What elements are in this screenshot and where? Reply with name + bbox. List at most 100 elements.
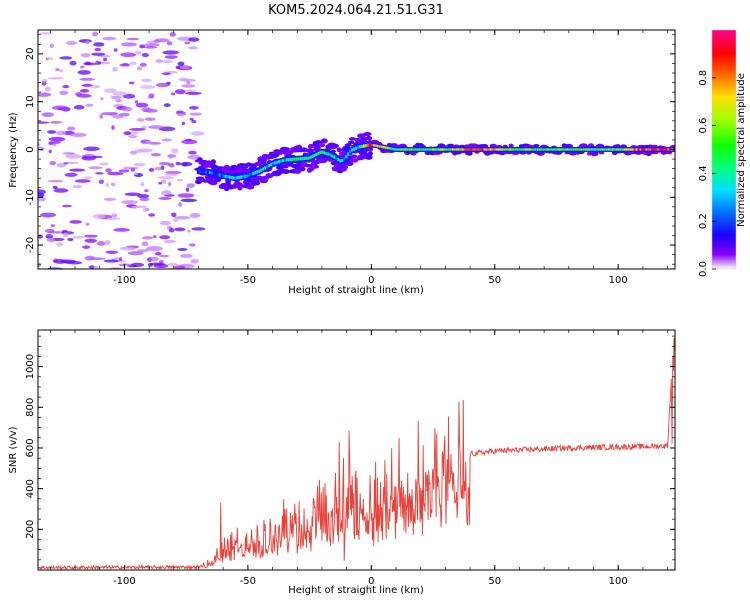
noise-blob (188, 150, 197, 155)
ridge-core (528, 148, 533, 151)
ridge-core (560, 148, 564, 151)
noise-blob (38, 193, 45, 198)
noise-blob (189, 117, 194, 121)
ridge-core (244, 174, 248, 178)
noise-blob (164, 55, 178, 59)
ridge-core (435, 148, 440, 151)
noise-blob (141, 78, 152, 82)
noise-blob (118, 169, 130, 173)
ridge-core (386, 146, 390, 150)
y-tick-label: 800 (25, 398, 36, 417)
ridge-core (505, 148, 509, 151)
x-tick-label: 50 (488, 275, 501, 286)
ridge-halo (533, 143, 540, 148)
ridge-halo (210, 159, 216, 165)
ridge-core (665, 148, 669, 151)
bottom-panel: -100 -50 0 50 100 200 400 600 800 1000 Height of… (8, 329, 676, 596)
ridge-core (301, 157, 305, 161)
ridge-core (408, 148, 412, 151)
ridge-core (609, 148, 613, 151)
colorbar-ticks: 0.0 0.2 0.4 0.6 0.8 (698, 70, 716, 277)
noise-blob (191, 227, 206, 231)
ridge-halo (348, 137, 357, 141)
ridge-core (576, 148, 580, 151)
noise-blob (77, 70, 91, 75)
noise-blob (135, 50, 142, 55)
noise-blob (38, 143, 41, 146)
noise-blob (82, 62, 97, 66)
ridge-core (617, 148, 621, 151)
noise-blob (69, 60, 77, 66)
noise-blob (38, 121, 50, 124)
noise-blob (113, 48, 118, 52)
top-x-axis-label: Height of straight line (km) (288, 285, 424, 296)
ridge-core (345, 155, 349, 159)
noise-blob (69, 220, 82, 224)
ridge-halo (347, 140, 355, 145)
noise-blob (189, 112, 202, 116)
noise-blob (57, 107, 63, 111)
top-y-axis-label: Frequency (Hz) (8, 112, 19, 188)
ridge-core (451, 148, 455, 151)
colorbar-tick-label: 0.4 (698, 165, 709, 181)
noise-blob (129, 150, 138, 155)
ridge-core (516, 148, 521, 151)
ridge-halo (342, 145, 351, 150)
ridge-halo (363, 131, 372, 137)
ridge-core (483, 148, 487, 151)
noise-blob (176, 112, 184, 117)
ridge-core (511, 148, 515, 151)
ridge-halo (351, 154, 357, 159)
ridge-halo (209, 181, 218, 186)
ridge-core (202, 170, 207, 174)
ridge-core (461, 148, 465, 151)
ridge-core (274, 161, 278, 165)
noise-blob (94, 172, 104, 175)
colorbar-tick-label: 0.8 (698, 70, 709, 86)
y-tick-label: 0 (25, 146, 36, 152)
ridge-halo (197, 157, 203, 161)
ridge-core (491, 148, 495, 151)
x-tick-label: 100 (609, 576, 628, 587)
ridge-core (372, 144, 376, 147)
x-tick-label: -100 (113, 275, 136, 286)
ridge-core (514, 148, 519, 151)
noise-blob (186, 80, 191, 85)
noise-blobs (38, 31, 206, 269)
noise-blob (48, 141, 54, 145)
ridge-core (319, 150, 323, 154)
noise-blob (159, 220, 171, 226)
ridge-core (220, 173, 224, 178)
noise-blob (84, 238, 98, 243)
ridge-core (295, 157, 299, 161)
ridge-core (254, 171, 258, 175)
noise-blob (167, 163, 174, 167)
ridge-core (200, 169, 205, 174)
ridge-core (552, 148, 556, 151)
ridge-halo (466, 150, 473, 156)
noise-blob (99, 114, 104, 119)
ridge-core (633, 148, 637, 151)
y-tick-label: 20 (25, 48, 36, 61)
noise-blob (107, 217, 121, 220)
noise-blob (130, 167, 136, 172)
ridge-core (307, 156, 311, 160)
noise-blob (105, 182, 110, 187)
ridge-core (441, 148, 446, 151)
noise-blob (159, 235, 171, 240)
noise-blob (144, 189, 149, 193)
noise-blob (174, 89, 186, 95)
noise-blob (145, 246, 163, 252)
noise-blob (129, 128, 146, 131)
noise-blob (190, 258, 199, 264)
noise-blob (160, 179, 167, 184)
ridge-core (279, 159, 284, 163)
ridge-core (311, 154, 315, 158)
noise-blob (111, 125, 115, 130)
noise-blob (180, 253, 193, 258)
noise-blob (105, 250, 119, 254)
noise-blob (181, 84, 196, 88)
ridge-core (601, 148, 606, 151)
noise-blob (38, 262, 42, 267)
noise-blob (167, 263, 179, 267)
